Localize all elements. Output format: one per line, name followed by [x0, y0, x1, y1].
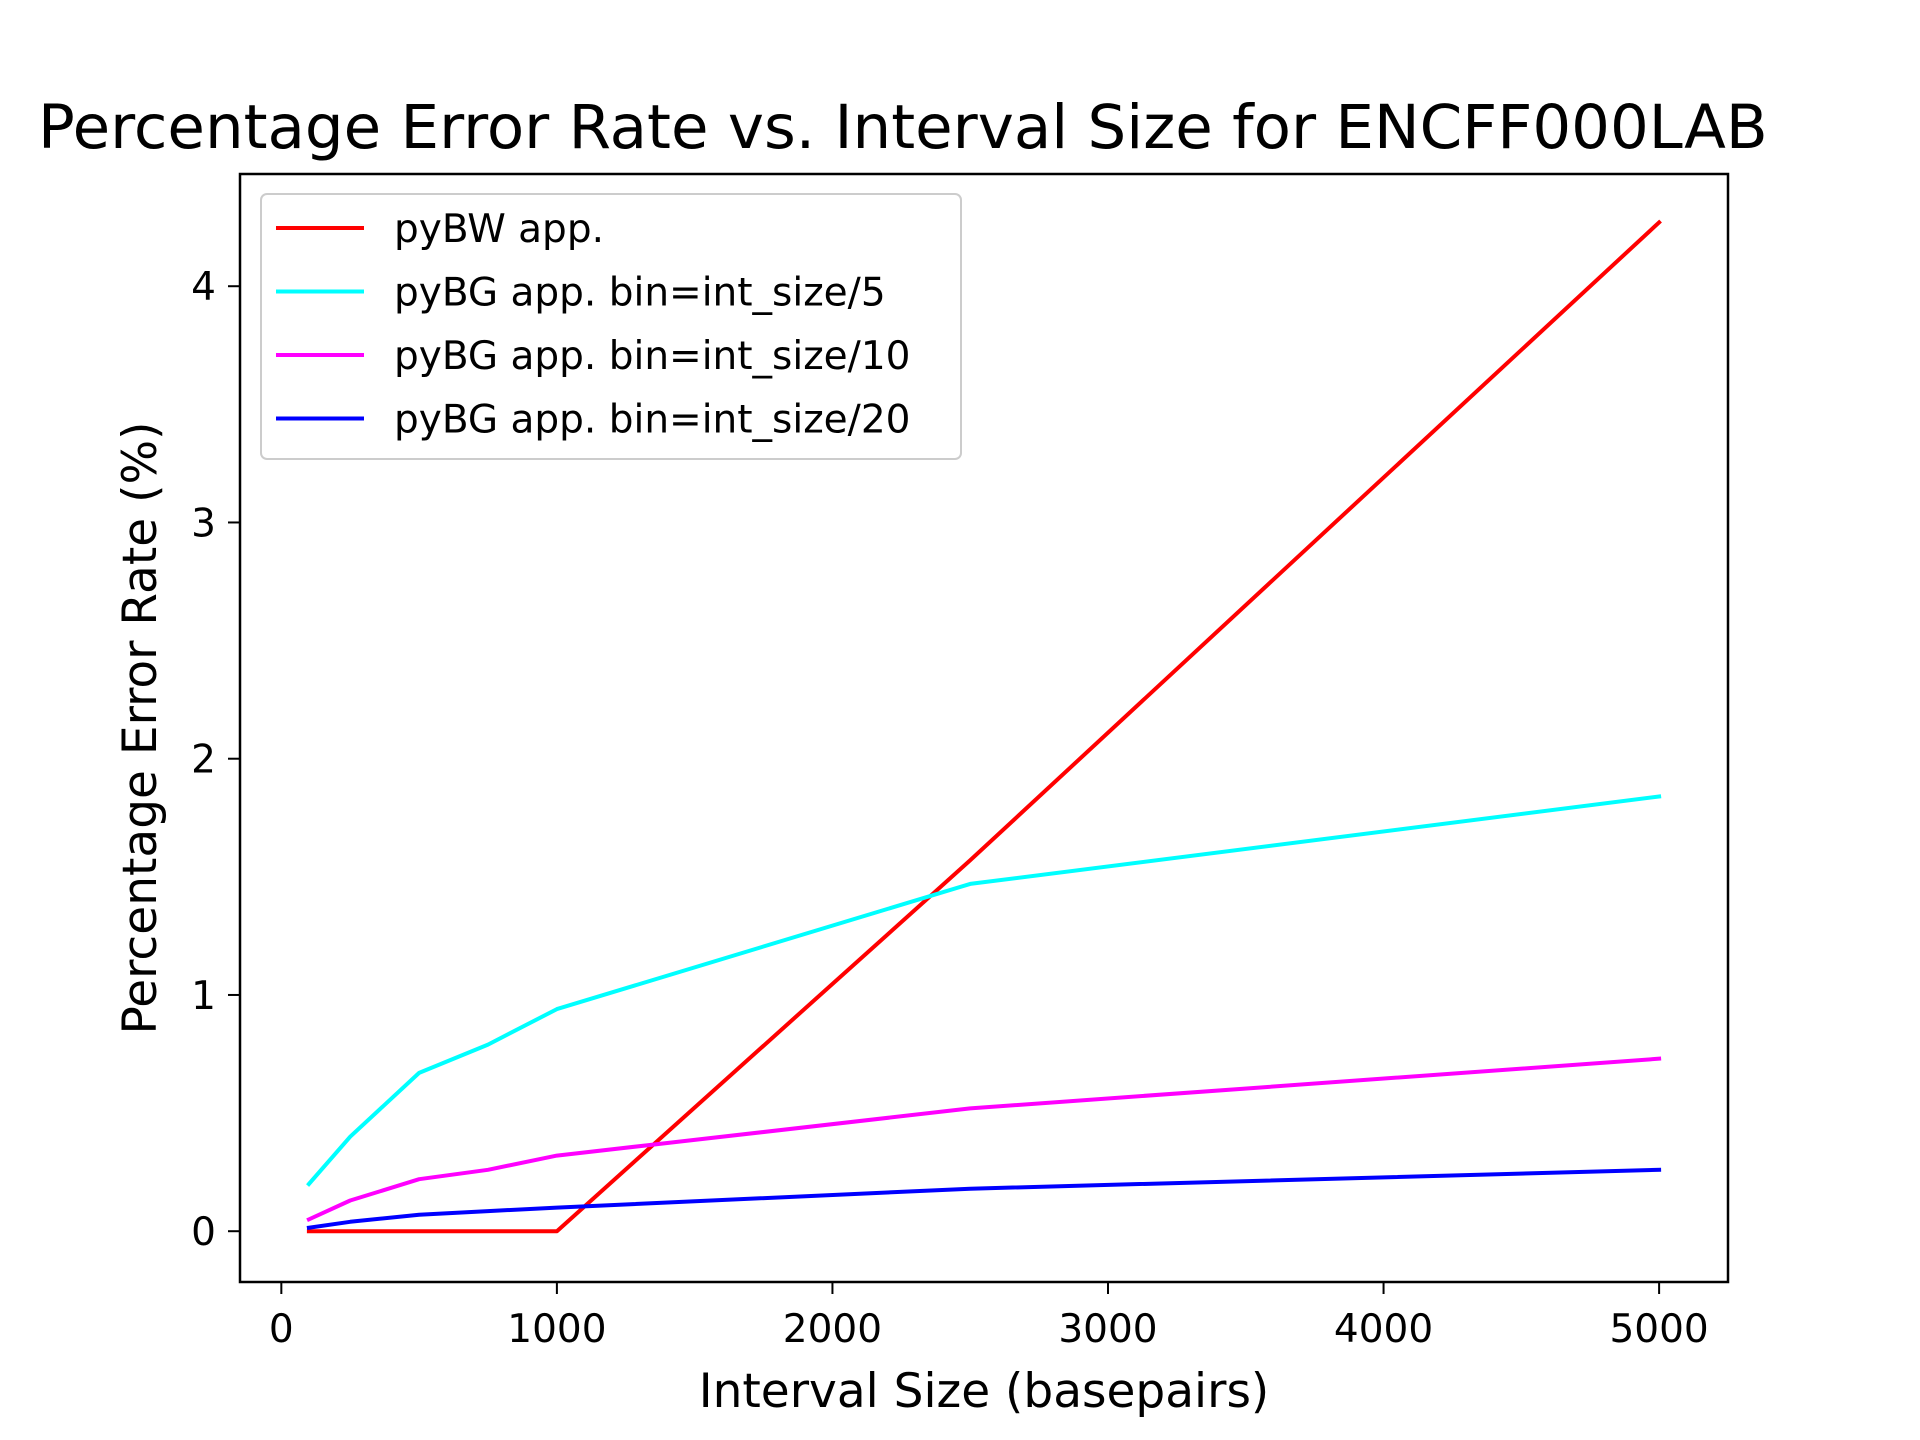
legend-label: pyBW app. — [394, 207, 604, 252]
series-line-2 — [306, 794, 1662, 1187]
x-tick-label: 2000 — [783, 1307, 882, 1352]
x-tick-label: 0 — [269, 1307, 294, 1352]
series-line-1 — [306, 219, 1662, 1234]
x-tick-label: 4000 — [1334, 1307, 1433, 1352]
x-axis: 0 1000 2000 3000 4000 5000 — [269, 1282, 1709, 1352]
chart-title: Percentage Error Rate vs. Interval Size … — [38, 92, 1768, 163]
y-tick-label: 0 — [191, 1210, 216, 1255]
legend-label: pyBG app. bin=int_size/10 — [394, 334, 910, 379]
series-line-3 — [306, 1056, 1662, 1223]
y-axis: 0 1 2 3 4 — [191, 265, 240, 1255]
y-tick-label: 3 — [191, 501, 216, 546]
y-axis-label: Percentage Error Rate (%) — [113, 422, 168, 1035]
legend-box — [260, 193, 962, 460]
x-tick-label: 1000 — [507, 1307, 606, 1352]
x-axis-label: Interval Size (basepairs) — [699, 1364, 1270, 1419]
legend: pyBW app. pyBG app. bin=int_size/5 pyBG ap… — [260, 193, 962, 460]
series-line-4 — [306, 1167, 1662, 1230]
y-tick-label: 4 — [191, 265, 216, 310]
legend-label: pyBG app. bin=int_size/5 — [394, 271, 886, 316]
y-tick-label: 2 — [191, 738, 216, 783]
legend-label: pyBG app. bin=int_size/20 — [394, 398, 910, 443]
plot-area-frame — [238, 172, 1730, 1284]
x-tick-label: 5000 — [1609, 1307, 1708, 1352]
x-tick-label: 3000 — [1058, 1307, 1157, 1352]
y-tick-label: 1 — [191, 974, 216, 1019]
series-lines — [306, 219, 1662, 1234]
